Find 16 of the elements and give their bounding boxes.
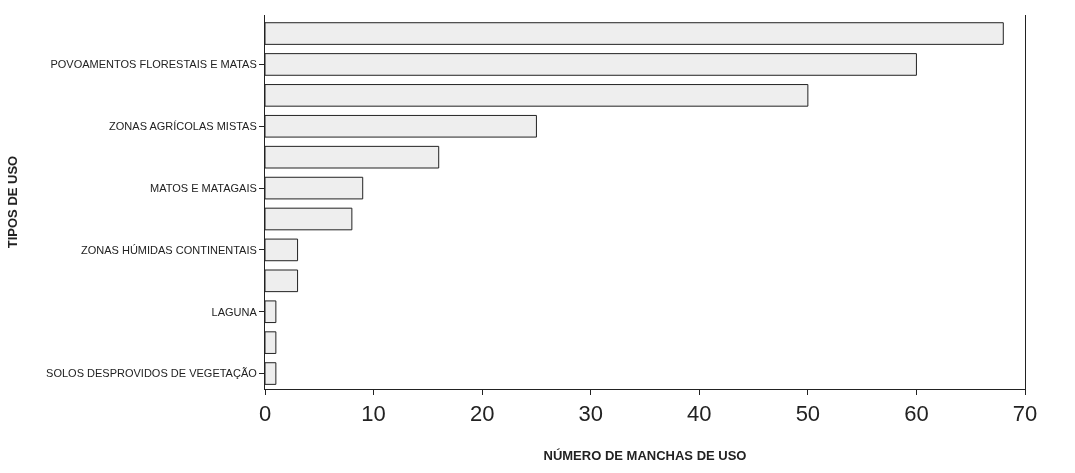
y-tick-label: LAGUNA xyxy=(211,305,258,318)
x-tick-label: 10 xyxy=(361,401,386,427)
x-tick-label: 30 xyxy=(578,401,603,427)
y-tick-label: SOLOS DESPROVIDOS DE VEGETAÇÃO xyxy=(46,367,258,380)
y-tick-label: MATOS E MATAGAIS xyxy=(150,181,257,194)
x-tick-label: 20 xyxy=(469,401,495,427)
y-tick-label: POVOAMENTOS FLORESTAIS E MATAS xyxy=(50,58,257,71)
y-axis-title: TIPOS DE USO xyxy=(5,155,21,249)
x-tick-label: 40 xyxy=(687,401,712,427)
y-tick-label: ZONAS HÚMIDAS CONTINENTAIS xyxy=(80,243,257,256)
y-tick-label: ZONAS AGRÍCOLAS MISTAS xyxy=(109,120,257,133)
x-tick-label: 50 xyxy=(795,401,821,427)
x-tick-label: 0 xyxy=(258,401,272,427)
x-tick-label: 60 xyxy=(904,401,929,427)
x-axis-title: NÚMERO DE MANCHAS DE USO xyxy=(543,448,747,463)
x-tick-label: 70 xyxy=(1012,401,1038,427)
